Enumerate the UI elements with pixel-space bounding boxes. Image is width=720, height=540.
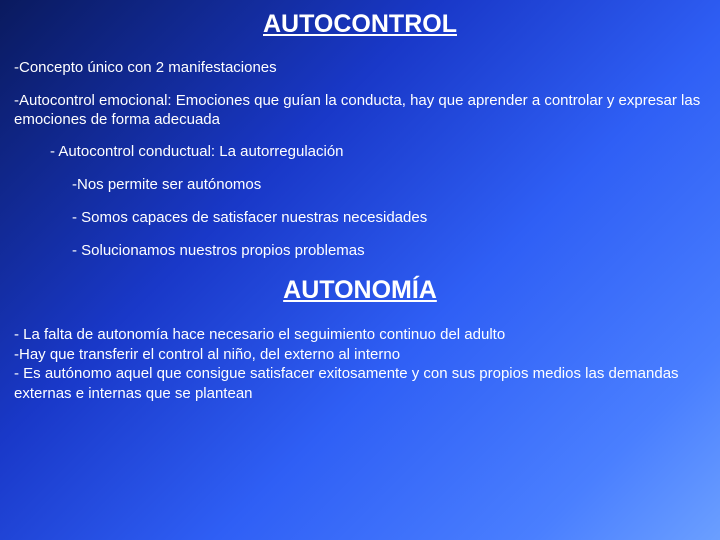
bullet-item: - Somos capaces de satisfacer nuestras n… bbox=[72, 209, 706, 228]
bullet-item: -Nos permite ser autónomos bbox=[72, 176, 706, 195]
bullet-item: -Concepto único con 2 manifestaciones bbox=[14, 59, 706, 78]
top-bullets: -Concepto único con 2 manifestaciones -Au… bbox=[14, 59, 706, 260]
heading-autocontrol: AUTOCONTROL bbox=[14, 10, 706, 39]
bullet-item: - Autocontrol conductual: La autorregula… bbox=[50, 143, 706, 162]
heading-autonomia: AUTONOMÍA bbox=[14, 276, 706, 305]
bullet-item: - Solucionamos nuestros propios problema… bbox=[72, 242, 706, 261]
bottom-line: -Hay que transferir el control al niño, … bbox=[14, 345, 706, 365]
bottom-line: - La falta de autonomía hace necesario e… bbox=[14, 325, 706, 345]
bullet-item: -Autocontrol emocional: Emociones que gu… bbox=[14, 92, 706, 130]
bottom-paragraph: - La falta de autonomía hace necesario e… bbox=[14, 325, 706, 403]
bottom-line: - Es autónomo aquel que consigue satisfa… bbox=[14, 364, 706, 403]
slide: AUTOCONTROL -Concepto único con 2 manife… bbox=[0, 0, 720, 417]
